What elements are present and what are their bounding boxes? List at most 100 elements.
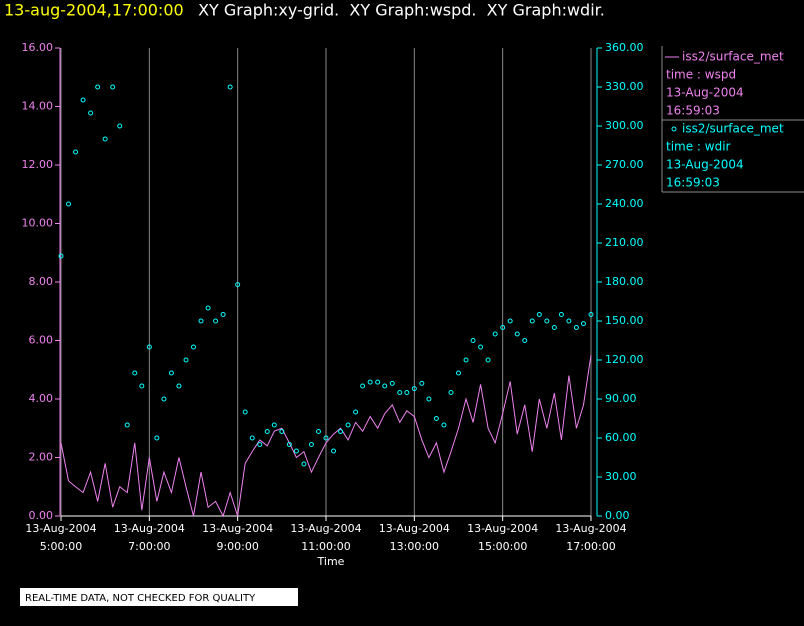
x-tick-label-line: 13-Aug-2004: [114, 522, 185, 535]
y2-tick-label: 60.00: [605, 431, 637, 444]
y2-tick-label: 360.00: [605, 41, 644, 54]
legend-info: 13-Aug-2004: [666, 86, 744, 100]
x-tick-label: 13-Aug-2004 11:00:00: [290, 522, 361, 553]
point: [331, 448, 337, 454]
point: [271, 422, 277, 428]
point: [139, 383, 145, 389]
point: [456, 370, 461, 376]
point: [529, 318, 535, 324]
x-tick-label-line: 13-Aug-2004: [379, 522, 450, 535]
x-axis-label: Time: [317, 555, 345, 568]
point: [257, 442, 263, 447]
x-tick-label: 13-Aug-2004 9:00:00: [202, 522, 273, 553]
y2-tick-label: 90.00: [605, 392, 637, 405]
chart-subtitle: XY Graph:xy-grid. XY Graph:wspd. XY Grap…: [193, 1, 605, 20]
point: [88, 110, 94, 116]
point: [507, 318, 513, 324]
point: [360, 383, 366, 389]
x-tick-label-line: 13-Aug-2004: [25, 522, 96, 535]
y2-tick-label: 210.00: [605, 236, 644, 249]
point: [566, 318, 572, 324]
point: [463, 357, 469, 363]
point: [227, 84, 233, 90]
y-tick-label: 12.00: [22, 158, 54, 171]
x-tick-label-line: 17:00:00: [566, 540, 615, 553]
point: [382, 383, 388, 389]
point: [433, 416, 439, 421]
point: [573, 325, 579, 330]
legend-label: iss2/surface_met: [682, 122, 784, 136]
point: [66, 201, 72, 207]
y2-tick-label: 0.00: [605, 509, 630, 522]
y2-tick-label: 180.00: [605, 275, 644, 288]
y-tick-label: 2.00: [29, 451, 54, 464]
point: [426, 396, 432, 402]
legend-info: time : wdir: [666, 140, 731, 154]
x-tick-label: 13-Aug-2004 13:00:00: [379, 522, 450, 553]
point: [411, 386, 417, 392]
y2-tick-label: 120.00: [605, 353, 644, 366]
point: [588, 312, 594, 317]
line: [60, 355, 592, 518]
point: [485, 357, 491, 363]
y-tick-label: 6.00: [29, 334, 54, 347]
point: [80, 97, 86, 103]
legend-info: 13-Aug-2004: [666, 158, 744, 172]
note-box: [20, 588, 298, 606]
x-tick-label-line: 9:00:00: [216, 540, 258, 553]
legend-info: 16:59:03: [666, 104, 720, 118]
point: [353, 409, 359, 415]
legend-info: 16:59:03: [666, 176, 720, 190]
point: [492, 331, 498, 337]
point: [536, 312, 542, 317]
point: [161, 396, 167, 402]
point: [500, 325, 506, 330]
point: [441, 422, 447, 428]
point: [176, 383, 182, 389]
point: [198, 318, 204, 324]
y-tick-label: 4.00: [29, 392, 54, 405]
y2-tick-label: 240.00: [605, 197, 644, 210]
point: [448, 390, 454, 395]
point: [146, 344, 152, 350]
point: [551, 325, 557, 330]
y-tick-label: 0.00: [29, 509, 54, 522]
x-tick-label-line: 15:00:00: [478, 540, 527, 553]
point: [404, 390, 410, 395]
point: [580, 321, 586, 327]
point: [102, 136, 108, 142]
y2-tick-label: 270.00: [605, 158, 644, 171]
legend-label: iss2/surface_met: [682, 50, 784, 64]
point: [397, 390, 403, 395]
y2-tick-label: 300.00: [605, 119, 644, 132]
point: [286, 442, 292, 447]
point: [544, 318, 550, 324]
point: [308, 442, 314, 447]
point: [264, 429, 270, 434]
x-tick-label-line: 13-Aug-2004: [290, 522, 361, 535]
point: [249, 435, 255, 441]
point: [478, 344, 484, 350]
point: [95, 84, 101, 90]
x-tick-label: 13-Aug-2004 7:00:00: [114, 522, 185, 553]
point: [301, 461, 307, 467]
x-tick-label-line: 13-Aug-2004: [467, 522, 538, 535]
x-tick-label: 13-Aug-2004 15:00:00: [467, 522, 538, 553]
point: [514, 331, 520, 337]
point: [183, 357, 189, 363]
x-tick-label-line: 13-Aug-2004: [202, 522, 273, 535]
y-tick-label: 10.00: [22, 217, 54, 230]
legend-info: time : wspd: [666, 68, 736, 82]
point: [132, 370, 138, 376]
point: [558, 312, 564, 317]
chart-title: 13-aug-2004,17:00:00: [4, 1, 184, 20]
x-tick-label: 13-Aug-2004 17:00:00: [555, 522, 626, 553]
point: [345, 422, 351, 428]
y-tick-label: 8.00: [29, 275, 54, 288]
point: [117, 123, 123, 129]
point: [470, 338, 476, 343]
y-tick-label: 14.00: [22, 100, 54, 113]
point: [168, 370, 174, 376]
x-tick-label-line: 5:00:00: [40, 540, 82, 553]
